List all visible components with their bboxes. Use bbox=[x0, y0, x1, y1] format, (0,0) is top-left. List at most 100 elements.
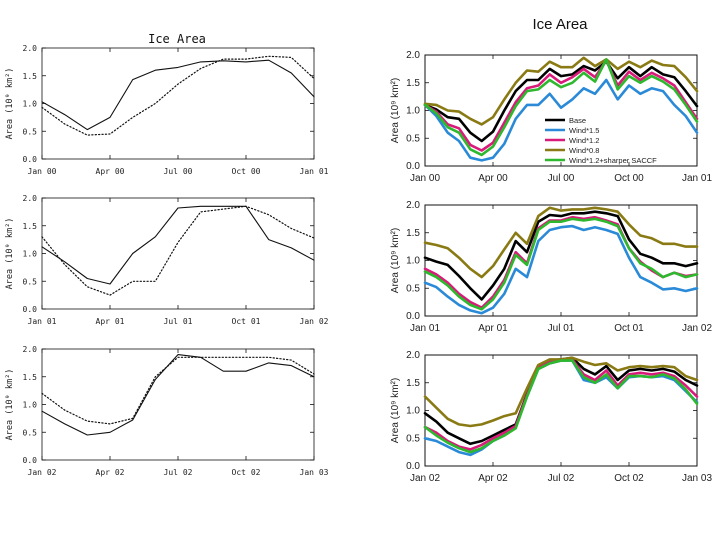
x-tick-label: Apr 02 bbox=[478, 473, 508, 484]
y-tick-label: 1.5 bbox=[406, 378, 420, 389]
y-tick-label: 1.0 bbox=[406, 106, 420, 117]
y-axis-label: Area (10⁹ km²) bbox=[5, 218, 15, 290]
y-axis-label: Area (10⁹ km²) bbox=[5, 68, 15, 140]
legend-entry: Wind*1.2 bbox=[569, 136, 599, 145]
x-tick-label: Apr 01 bbox=[478, 323, 508, 334]
y-tick-label: 0.0 bbox=[406, 461, 420, 472]
series-line-wind-0-8 bbox=[423, 206, 699, 279]
x-tick-label: Jan 01 bbox=[28, 317, 57, 326]
x-tick-label: Oct 02 bbox=[614, 473, 644, 484]
legend: BaseWind*1.5Wind*1.2Wind*0.8Wind*1.2+sha… bbox=[545, 116, 657, 165]
x-tick-label: Jan 03 bbox=[300, 468, 329, 477]
y-tick-label: 1.5 bbox=[406, 228, 420, 239]
right-bottom-panel: 0.0 0.5 1.0 1.5 2.0 Jan 02 Apr 02 Jul 02 Oct 02 J… bbox=[390, 350, 712, 484]
series-line-wind-1-2-sharper-saccf bbox=[423, 58, 699, 157]
series-line-wind-1-2-sharper-saccf bbox=[423, 217, 699, 311]
y-tick-label: 1.0 bbox=[406, 406, 420, 417]
y-tick-label: 0.5 bbox=[406, 133, 420, 144]
y-tick-label: 0.0 bbox=[406, 311, 420, 322]
series-line-wind-0-8 bbox=[423, 56, 699, 126]
x-tick-label: Jul 00 bbox=[164, 167, 193, 176]
x-tick-label: Jul 01 bbox=[548, 323, 575, 334]
series-line-base bbox=[423, 356, 699, 446]
y-tick-label: 1.5 bbox=[23, 72, 38, 81]
series-line-wind-1-2 bbox=[423, 358, 699, 451]
x-tick-label: Jan 01 bbox=[682, 173, 712, 184]
y-tick-label: 0.0 bbox=[406, 161, 420, 172]
y-tick-label: 1.5 bbox=[23, 222, 38, 231]
plot-frame bbox=[41, 348, 315, 461]
x-tick-label: Apr 00 bbox=[96, 167, 125, 176]
left-middle-panel: 0.0 0.5 1.0 1.5 2.0 Jan 01 Apr 01 Jul 01 Oct 01 J… bbox=[5, 194, 329, 326]
y-tick-label: 2.0 bbox=[23, 345, 38, 354]
x-tick-label: Oct 00 bbox=[614, 173, 644, 184]
x-tick-label: Jan 02 bbox=[410, 473, 440, 484]
x-tick-label: Jul 00 bbox=[548, 173, 575, 184]
x-tick-label: Apr 01 bbox=[96, 317, 125, 326]
y-tick-label: 0.5 bbox=[23, 127, 38, 136]
series-line-wind-1-2 bbox=[423, 215, 699, 310]
y-tick-label: 0.5 bbox=[23, 428, 38, 437]
y-tick-label: 1.0 bbox=[23, 100, 38, 109]
series-line-dotted bbox=[41, 356, 315, 425]
x-tick-label: Jul 01 bbox=[164, 317, 193, 326]
series-line-dotted bbox=[41, 55, 315, 136]
series-line-solid bbox=[41, 354, 315, 436]
x-tick-label: Jan 03 bbox=[682, 473, 712, 484]
left-top-panel: 0.0 0.5 1.0 1.5 2.0 Jan 00 Apr 00 Jul 00 Oct 00 J… bbox=[5, 44, 329, 176]
series-line-wind-1-5 bbox=[423, 78, 699, 162]
x-tick-label: Jan 01 bbox=[410, 323, 440, 334]
left-bottom-panel: 0.0 0.5 1.0 1.5 2.0 Jan 02 Apr 02 Jul 02 Oct 02 J… bbox=[5, 345, 329, 477]
y-tick-label: 0.0 bbox=[23, 456, 38, 465]
x-tick-label: Oct 00 bbox=[232, 167, 261, 176]
legend-entry: Base bbox=[569, 116, 586, 125]
x-tick-label: Apr 00 bbox=[478, 173, 508, 184]
legend-entry: Wind*1.5 bbox=[569, 126, 599, 135]
y-tick-label: 0.5 bbox=[23, 277, 38, 286]
series-line-dotted bbox=[41, 205, 315, 296]
x-tick-label: Oct 01 bbox=[232, 317, 261, 326]
plot-frame bbox=[41, 197, 315, 310]
series-line-wind-1-2-sharper-saccf bbox=[423, 359, 699, 454]
y-axis-label: Area (10⁹ km²) bbox=[390, 78, 401, 143]
series-line-solid bbox=[41, 59, 315, 131]
y-tick-label: 1.0 bbox=[23, 401, 38, 410]
y-tick-label: 0.5 bbox=[406, 283, 420, 294]
y-tick-label: 1.5 bbox=[23, 373, 38, 382]
y-tick-label: 2.0 bbox=[406, 350, 420, 361]
x-tick-label: Jan 02 bbox=[682, 323, 712, 334]
y-axis-label: Area (10⁹ km²) bbox=[390, 228, 401, 293]
series-line-solid bbox=[41, 205, 315, 285]
x-tick-label: Jul 02 bbox=[548, 473, 575, 484]
x-tick-label: Jan 01 bbox=[300, 167, 329, 176]
left-column-title: Ice Area bbox=[148, 32, 206, 46]
y-axis-label: Area (10⁹ km²) bbox=[5, 369, 15, 441]
series-line-wind-1-5 bbox=[423, 224, 699, 315]
y-tick-label: 1.5 bbox=[406, 78, 420, 89]
y-tick-label: 0.5 bbox=[406, 433, 420, 444]
series-line-base bbox=[423, 210, 699, 301]
y-tick-label: 1.0 bbox=[406, 256, 420, 267]
legend-entry: Wind*1.2+sharper SACCF bbox=[569, 156, 657, 165]
x-tick-label: Jan 02 bbox=[300, 317, 329, 326]
y-tick-label: 2.0 bbox=[23, 194, 38, 203]
y-tick-label: 2.0 bbox=[23, 44, 38, 53]
right-top-panel: 0.0 0.5 1.0 1.5 2.0 Jan 00 Apr 00 Jul 00 Oct 00 J… bbox=[390, 50, 712, 184]
series-line-base bbox=[423, 60, 699, 143]
x-tick-label: Jan 00 bbox=[28, 167, 57, 176]
series-line-wind-0-8 bbox=[423, 356, 699, 428]
chart-panels: 0.0 0.5 1.0 1.5 2.0 Jan 00 Apr 00 Jul 00 Oct 00 J… bbox=[5, 44, 712, 484]
x-tick-label: Jan 00 bbox=[410, 173, 440, 184]
y-tick-label: 0.0 bbox=[23, 155, 38, 164]
legend-entry: Wind*0.8 bbox=[569, 146, 599, 155]
x-tick-label: Jan 02 bbox=[28, 468, 57, 477]
y-tick-label: 2.0 bbox=[406, 200, 420, 211]
x-tick-label: Apr 02 bbox=[96, 468, 125, 477]
x-tick-label: Oct 01 bbox=[614, 323, 644, 334]
series-line-wind-1-2 bbox=[423, 59, 699, 152]
y-tick-label: 2.0 bbox=[406, 50, 420, 61]
plot-frame bbox=[41, 47, 315, 160]
y-tick-label: 1.0 bbox=[23, 250, 38, 259]
right-column-title: Ice Area bbox=[532, 16, 588, 33]
